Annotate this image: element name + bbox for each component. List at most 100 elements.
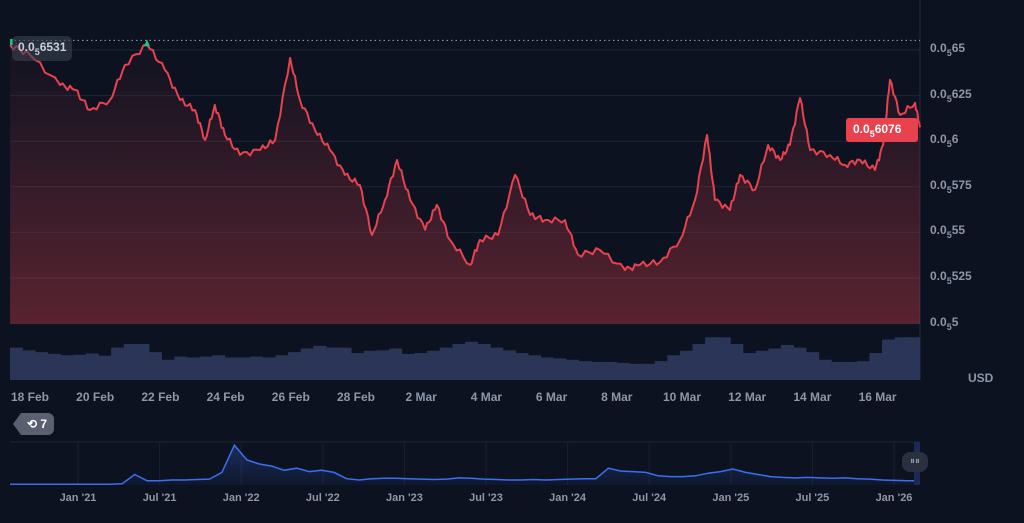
volume-bar xyxy=(123,344,137,380)
volume-bar xyxy=(250,356,264,380)
volume-bar xyxy=(401,353,415,380)
volume-bar xyxy=(844,362,858,380)
navigator-x-label: Jan '23 xyxy=(385,492,423,504)
volume-bar xyxy=(616,362,630,380)
volume-bar xyxy=(755,350,769,380)
volume-bar xyxy=(439,347,453,380)
volume-bar xyxy=(856,361,870,380)
navigator-handle[interactable]: ⏸⏸ xyxy=(902,452,928,472)
x-tick-label: 24 Feb xyxy=(206,390,245,404)
volume-bar xyxy=(780,344,794,380)
x-tick-label: 26 Feb xyxy=(271,390,310,404)
volume-bar xyxy=(692,344,706,380)
volume-bar xyxy=(869,353,883,380)
volume-bar xyxy=(641,363,655,380)
price-line xyxy=(9,43,921,272)
volume-bar xyxy=(174,356,188,380)
volume-bar xyxy=(591,362,605,380)
x-tick-label: 20 Feb xyxy=(76,390,115,404)
volume-bar xyxy=(338,347,352,380)
x-tick-label: 12 Mar xyxy=(728,390,767,404)
y-tick-label: 0.055 xyxy=(930,314,959,332)
volume-bar xyxy=(654,361,668,380)
volume-bar xyxy=(376,350,390,380)
volume-bar xyxy=(679,350,693,380)
x-tick-label: 22 Feb xyxy=(141,390,180,404)
volume-bar xyxy=(136,344,150,380)
navigator-x-label: Jan '22 xyxy=(222,492,260,504)
volume-bar xyxy=(288,352,301,380)
volume-bar xyxy=(60,355,74,380)
volume-bar xyxy=(47,353,61,380)
high-price-label: 0.056531 xyxy=(12,36,73,61)
volume-bar xyxy=(818,359,832,380)
x-tick-label: 4 Mar xyxy=(470,390,503,404)
volume-bar xyxy=(566,359,580,380)
x-tick-label: 28 Feb xyxy=(336,390,376,404)
navigator-x-label: Jul '21 xyxy=(142,492,177,504)
volume-bar xyxy=(768,348,782,380)
current-price-badge: 0.056076 xyxy=(846,118,918,142)
volume-bar xyxy=(10,347,23,380)
volume-bar xyxy=(111,347,125,380)
navigator-x-label: Jan '26 xyxy=(875,492,913,504)
history-button[interactable]: ⟲ 7 xyxy=(13,413,55,435)
currency-label: USD xyxy=(968,371,994,385)
y-tick-label: 0.056 xyxy=(930,132,959,150)
volume-bar xyxy=(477,344,491,380)
y-tick-label: 0.05575 xyxy=(930,177,972,195)
y-tick-label: 0.0565 xyxy=(930,41,966,58)
volume-bar xyxy=(553,358,567,380)
volume-bar xyxy=(262,357,276,380)
volume-bar xyxy=(894,337,908,380)
volume-bar xyxy=(502,350,516,380)
volume-bar xyxy=(730,344,744,380)
x-tick-label: 18 Feb xyxy=(10,390,50,404)
volume-bar xyxy=(22,350,36,380)
volume-bar xyxy=(224,357,238,380)
y-tick-label: 0.05625 xyxy=(930,86,972,104)
navigator-x-label: Jan '24 xyxy=(549,492,587,504)
volume-bar xyxy=(325,347,339,380)
price-area-fill xyxy=(10,44,921,324)
volume-bar xyxy=(540,357,554,380)
volume-bar xyxy=(313,345,327,380)
navigator-x-label: Jul '25 xyxy=(795,492,830,504)
navigator-x-label: Jan '21 xyxy=(59,492,97,504)
volume-bar xyxy=(831,362,845,380)
volume-bar xyxy=(98,355,112,380)
volume-bar xyxy=(793,347,807,380)
volume-bar xyxy=(73,354,87,380)
volume-bar xyxy=(149,352,162,380)
navigator-line xyxy=(10,443,920,485)
x-tick-label: 6 Mar xyxy=(535,390,568,404)
x-tick-label: 8 Mar xyxy=(601,390,633,404)
volume-bar xyxy=(300,348,314,380)
volume-bar xyxy=(85,353,99,380)
volume-bar xyxy=(414,353,428,380)
volume-bar xyxy=(907,337,921,380)
navigator-x-label: Jan '25 xyxy=(712,492,750,504)
volume-bar xyxy=(806,352,820,380)
volume-bar xyxy=(604,362,617,380)
volume-bar xyxy=(717,337,731,380)
volume-bar xyxy=(528,355,542,380)
volume-bar xyxy=(882,339,896,380)
y-tick-label: 0.0555 xyxy=(930,223,966,241)
x-tick-label: 2 Mar xyxy=(405,390,437,404)
volume-bar xyxy=(427,350,441,380)
volume-bar xyxy=(452,344,466,380)
navigator-x-label: Jul '23 xyxy=(469,492,503,504)
volume-bar xyxy=(275,355,289,380)
x-tick-label: 10 Mar xyxy=(662,390,702,404)
volume-bar xyxy=(237,357,251,380)
x-tick-label: 14 Mar xyxy=(793,390,832,404)
volume-bar xyxy=(705,337,719,380)
navigator-x-label: Jul '24 xyxy=(632,492,667,504)
volume-bar xyxy=(212,355,226,380)
navigator-area xyxy=(10,445,920,485)
volume-bar xyxy=(351,353,365,380)
x-tick-label: 16 Mar xyxy=(858,390,897,404)
volume-bar xyxy=(389,348,403,380)
